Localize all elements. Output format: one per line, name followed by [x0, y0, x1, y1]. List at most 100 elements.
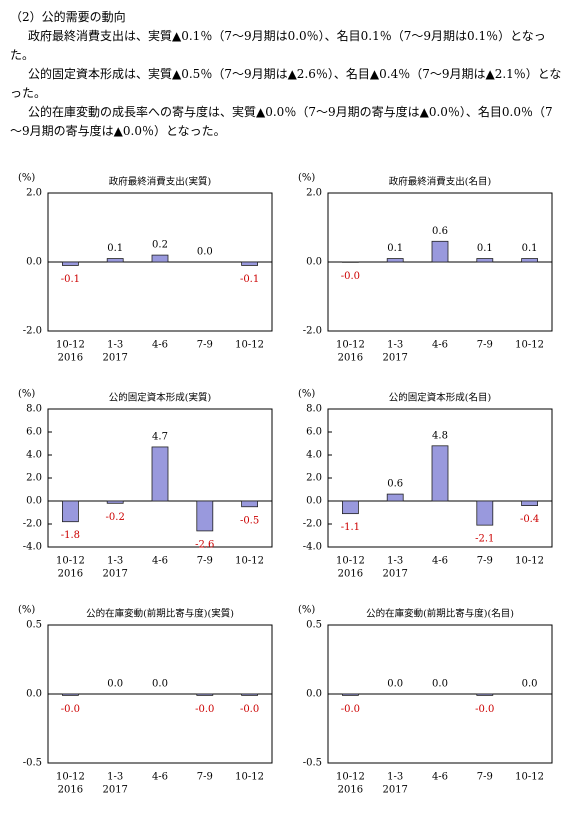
data-label: -2.1	[475, 534, 494, 545]
y-tick-label: 0.0	[306, 257, 322, 268]
data-label: 0.2	[152, 240, 168, 251]
unit-label: (%)	[18, 389, 35, 400]
bar	[386, 493, 404, 502]
data-label: 0.0	[107, 679, 123, 690]
bar	[521, 258, 539, 263]
chart: 政府最終消費支出(名目) (%) -2.0 0.0 2.0 -0.0 10-12 2016 0.…	[298, 173, 553, 364]
data-label: 0.1	[107, 243, 123, 254]
bar	[106, 258, 124, 263]
data-label: 0.0	[522, 679, 538, 690]
y-tick-label: 0.0	[26, 496, 42, 507]
bar	[241, 500, 259, 508]
x-tick-label: 1-3	[107, 556, 123, 567]
unit-label: (%)	[298, 389, 315, 400]
bar	[386, 258, 404, 263]
data-label: -0.0	[341, 704, 360, 715]
bar	[241, 693, 259, 696]
x-year-label: 2017	[382, 569, 407, 580]
data-label: -0.1	[240, 274, 259, 285]
chart: 公的在庫変動(前期比寄与度)(名目) (%) -0.5 0.0 0.5 -0.0 10-12…	[298, 605, 553, 796]
x-year-label: 2016	[58, 785, 83, 796]
paragraph: 公的在庫変動の成長率への寄与度は、実質▲0.0％（7～9月期の寄与度は▲0.0％…	[10, 105, 553, 138]
y-tick-label: 2.0	[306, 473, 322, 484]
paragraph: 公的固定資本形成は、実質▲0.5％（7～9月期は▲2.6％）、名目▲0.4％（7…	[10, 67, 562, 100]
data-label: -0.4	[520, 514, 539, 525]
bar	[476, 500, 494, 526]
x-tick-label: 7-9	[477, 556, 493, 567]
bar	[476, 693, 494, 696]
data-label: -1.1	[341, 522, 360, 533]
data-label: -0.5	[240, 515, 259, 526]
unit-label: (%)	[18, 605, 35, 616]
chart-title: 政府最終消費支出(実質)	[109, 176, 211, 188]
x-year-label: 2016	[58, 569, 83, 580]
bar	[431, 445, 449, 502]
x-tick-label: 10-12	[56, 556, 85, 567]
x-tick-label: 10-12	[336, 556, 365, 567]
y-tick-label: -0.5	[303, 758, 322, 769]
chart-title: 公的固定資本形成(実質)	[109, 392, 211, 404]
data-label: -2.6	[195, 539, 214, 550]
y-tick-label: 4.0	[26, 450, 42, 461]
y-tick-label: 2.0	[26, 473, 42, 484]
x-tick-label: 10-12	[515, 772, 544, 783]
x-year-label: 2017	[102, 353, 127, 364]
x-tick-label: 7-9	[477, 772, 493, 783]
data-label: 0.0	[432, 679, 448, 690]
y-tick-label: -4.0	[303, 542, 322, 553]
data-label: -0.2	[106, 512, 125, 523]
x-tick-label: 7-9	[197, 556, 213, 567]
y-tick-label: 0.0	[306, 496, 322, 507]
x-tick-label: 10-12	[515, 556, 544, 567]
x-tick-label: 4-6	[432, 556, 448, 567]
data-label: 0.0	[387, 679, 403, 690]
x-year-label: 2016	[338, 569, 363, 580]
x-tick-label: 1-3	[387, 772, 403, 783]
y-tick-label: 0.0	[26, 689, 42, 700]
bar	[196, 500, 214, 532]
chart: 公的固定資本形成(名目) (%) -4.0 -2.0 0.0 2.0 4.0 6.0 8.0 -1…	[298, 389, 553, 580]
data-label: -0.0	[61, 704, 80, 715]
y-tick-label: 0.0	[26, 257, 42, 268]
x-year-label: 2017	[382, 353, 407, 364]
x-year-label: 2017	[102, 785, 127, 796]
unit-label: (%)	[18, 173, 35, 184]
x-tick-label: 10-12	[56, 340, 85, 351]
bar	[151, 254, 169, 263]
y-tick-label: 0.0	[306, 689, 322, 700]
data-label: 0.0	[197, 247, 213, 258]
x-tick-label: 10-12	[56, 772, 85, 783]
document-text: （2）公的需要の動向 政府最終消費支出は、実質▲0.1％（7～9月期は0.0％）…	[10, 8, 563, 141]
y-tick-label: -2.0	[23, 519, 42, 530]
x-tick-label: 7-9	[197, 340, 213, 351]
bar	[196, 693, 214, 696]
y-tick-label: 0.5	[306, 620, 322, 631]
heading: （2）公的需要の動向	[10, 10, 126, 24]
bar	[476, 258, 494, 263]
chart: 政府最終消費支出(実質) (%) -2.0 0.0 2.0 -0.1 10-12 2016 0.…	[18, 173, 273, 364]
unit-label: (%)	[298, 173, 315, 184]
data-label: -0.0	[341, 271, 360, 282]
paragraph: 政府最終消費支出は、実質▲0.1％（7～9月期は0.0％）、名目0.1％（7～9…	[10, 29, 546, 62]
bar	[342, 500, 359, 515]
y-tick-label: 6.0	[306, 427, 322, 438]
data-label: -0.0	[240, 704, 259, 715]
x-tick-label: 4-6	[152, 556, 168, 567]
y-tick-label: 8.0	[306, 404, 322, 415]
x-tick-label: 10-12	[235, 340, 264, 351]
y-tick-label: -2.0	[23, 326, 42, 337]
data-label: 0.6	[432, 226, 448, 237]
x-year-label: 2017	[382, 785, 407, 796]
x-tick-label: 4-6	[432, 772, 448, 783]
y-tick-label: -0.5	[23, 758, 42, 769]
data-label: 0.6	[387, 479, 403, 490]
y-tick-label: -4.0	[23, 542, 42, 553]
data-label: 0.1	[522, 243, 538, 254]
x-tick-label: 7-9	[477, 340, 493, 351]
chart-title: 公的固定資本形成(名目)	[389, 392, 491, 404]
bar	[151, 446, 169, 502]
x-tick-label: 1-3	[107, 340, 123, 351]
data-label: -0.0	[195, 704, 214, 715]
x-tick-label: 10-12	[235, 556, 264, 567]
